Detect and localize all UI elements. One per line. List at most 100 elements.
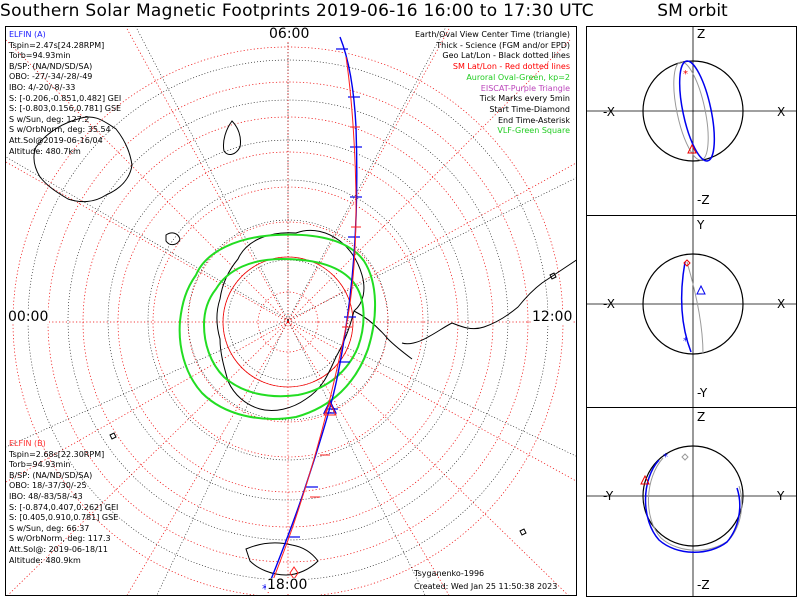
orbit-marker-asterisk: * — [683, 336, 688, 347]
coastlines — [33, 116, 576, 576]
australia-coast — [33, 116, 133, 203]
sm-lat-circle — [187, 221, 389, 423]
legend-item: End Time-Asterisk — [497, 115, 570, 125]
elfin-a-orbit — [680, 261, 692, 353]
sm-lat-circle — [257, 291, 319, 353]
legend: Earth/Oval View Center Time (triangle) Th… — [415, 30, 570, 137]
earth-circle — [642, 253, 744, 355]
elfin-a-orbit — [678, 60, 716, 162]
hour-label-right: 12:00 — [531, 309, 574, 325]
orbit-marker-triangle — [687, 143, 697, 154]
geo-lat-circle — [147, 179, 429, 461]
elfin-b-name: ELFIN (B) — [9, 439, 46, 448]
geo-lon-line — [287, 319, 426, 595]
legend-item: Thick - Science (FGM and/or EPD) — [436, 40, 570, 50]
geo-lon-line — [156, 319, 289, 595]
elfin-a-info: ELFIN (A) Tspin=2.47s[24.28RPM] Torb=94.9… — [9, 30, 121, 157]
info-line: S w/OrbNorm, deg: 117.3 — [9, 534, 111, 544]
legend-item: Tick Marks every 5min — [479, 94, 570, 104]
africa-coast — [245, 542, 319, 576]
elfin-a-orbit — [644, 459, 741, 553]
sm-lon-line — [126, 321, 289, 595]
orbit-marker-diamond — [683, 259, 691, 267]
orbit-xy-left-label: -X — [603, 297, 615, 311]
geo-lon-line — [287, 319, 576, 457]
orbit-yz-right-label: Y — [777, 489, 785, 503]
sm-lat-circle — [47, 81, 529, 563]
hour-label-bottom: 18:00 — [266, 577, 309, 593]
info-line: OBO: -27/-34/-28/-49 — [9, 72, 93, 82]
elfin-b-info: ELFIN (B) Tspin=2.68s[22.30RPM] Torb=94.9… — [9, 439, 118, 566]
sm-lon-line — [7, 321, 289, 595]
orbit-xz-top-label: Z — [697, 27, 706, 41]
island-coast — [519, 528, 527, 536]
elfin-a-end-asterisk: * — [262, 582, 268, 596]
info-line: IBO: 4/-20/-8/-33 — [9, 82, 76, 92]
legend-item: VLF-Green Square — [497, 126, 570, 136]
tasmania-coast — [165, 232, 181, 246]
orbit-marker-diamond — [681, 453, 689, 461]
info-line: Att.Sol@2019-06-16/04 — [9, 135, 103, 145]
orbit-xz-right-label: X — [777, 105, 786, 119]
info-line: S: [0.405,0.910,0.781] GSE — [9, 513, 119, 523]
legend-item: SM Lat/Lon - Red dotted lines — [452, 62, 570, 72]
info-line: S w/OrbNorm, deg: 35.54 — [9, 125, 111, 135]
info-line: IBO: 48/-83/58/-43 — [9, 491, 83, 501]
geo-lon-line — [6, 156, 289, 321]
info-line: S: [-0.803,0.156,0.781] GSE — [9, 104, 122, 114]
antarctica-coast — [216, 229, 365, 412]
auroral-oval-outer — [178, 233, 376, 420]
orbit-marker-triangle — [696, 284, 706, 295]
info-line: Tspin=2.68s[22.30RPM] — [9, 449, 105, 459]
earth-circle — [642, 60, 744, 162]
info-line: OBO: 18/-37/30/-25 — [9, 481, 87, 491]
sm-lon-line — [287, 321, 450, 595]
info-line: B/SP: (NA/ND/SD/SA) — [9, 470, 93, 480]
south-america-coast — [401, 259, 576, 345]
elfin-b-center-triangle — [323, 401, 337, 416]
plot-title: Southern Solar Magnetic Footprints 2019-… — [0, 1, 594, 21]
info-line: Tspin=2.47s[24.28RPM] — [9, 40, 105, 50]
legend-item: Geo Lat/Lon - Black dotted lines — [442, 51, 570, 61]
sm-lon-line — [287, 321, 576, 482]
sm-orbit-panel-xy: * Y -Y -X X — [586, 215, 797, 408]
polar-footprint-map: * 06:00 00:00 12:00 18:00 ELFIN (A) Tspi… — [5, 26, 577, 596]
orbit-yz-top-label: Z — [697, 410, 706, 424]
info-line: S w/Sun, deg: 127.2 — [9, 114, 90, 124]
sm-orbit-xy-svg: * — [587, 216, 796, 407]
elfin-a-center-triangle — [323, 399, 337, 414]
orbit-marker-asterisk: * — [663, 452, 668, 463]
info-line: Altitude: 480.9km — [9, 555, 81, 565]
orbit-xy-top-label: Y — [697, 218, 705, 232]
polar-map-svg: * — [6, 27, 576, 596]
geo-lon-line — [135, 27, 289, 321]
orbit-xy-right-label: X — [777, 297, 786, 311]
island-coast — [549, 272, 557, 280]
orbit-yz-left-label: -Y — [603, 489, 614, 503]
elfin-b-orbit — [648, 457, 743, 551]
sm-lon-line — [287, 321, 569, 595]
elfin-a-name: ELFIN (A) — [9, 30, 46, 39]
info-line: B/SP: (NA/ND/SD/SA) — [9, 61, 93, 71]
legend-item: EISCAT-Purple Triangle — [480, 83, 570, 93]
legend-item: Earth/Oval View Center Time (triangle) — [414, 30, 570, 39]
sm-lat-circle — [152, 186, 424, 458]
auroral-oval-inner — [202, 257, 365, 398]
info-line: S: [-0.874,0.407,0.262] GEI — [9, 502, 119, 512]
orbit-marker-asterisk: * — [683, 69, 688, 80]
orbit-xy-bottom-label: -Y — [697, 386, 708, 400]
orbit-marker-triangle — [640, 474, 650, 485]
sm-orbit-title: SM orbit — [657, 1, 728, 21]
model-credit: Tsyganenko-1996 — [414, 569, 485, 578]
hour-label-left: 00:00 — [7, 309, 50, 325]
orbit-yz-bottom-label: -Z — [697, 578, 710, 592]
geo-lat-circle — [187, 219, 389, 421]
sm-inner-solid-circle — [222, 256, 354, 388]
info-line: S: [-0.206,-0.851,0.482] GEI — [9, 93, 122, 103]
island-coast — [109, 432, 117, 440]
orbit-xz-left-label: -X — [603, 105, 615, 119]
elfin-a-track-line — [267, 36, 358, 588]
sm-orbit-xz-svg: * — [587, 27, 796, 215]
new-zealand-coast — [223, 120, 241, 155]
info-line: S w/Sun, deg: 66.37 — [9, 523, 90, 533]
